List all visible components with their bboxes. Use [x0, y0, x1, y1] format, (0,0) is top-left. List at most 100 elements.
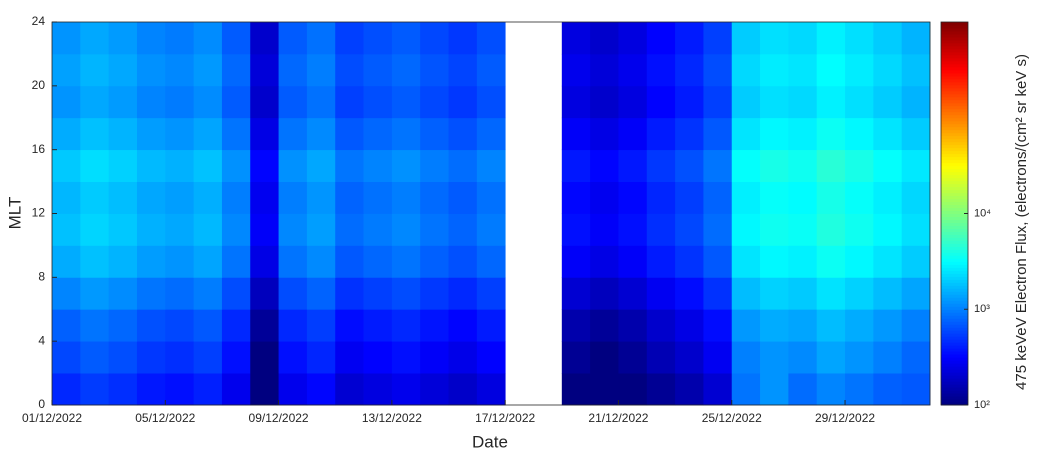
heat-cell [136, 277, 166, 310]
heat-cell [448, 22, 478, 55]
heat-cell [363, 373, 393, 406]
heat-cell [788, 149, 818, 182]
colorbar-swatch [941, 324, 968, 328]
heat-cell [165, 373, 195, 406]
colorbar-swatch [941, 285, 968, 289]
y-tick-label: 8 [38, 270, 45, 284]
heat-cell [731, 309, 761, 342]
heat-cell [646, 117, 676, 151]
heat-cell [618, 22, 648, 55]
heat-cell [335, 277, 364, 310]
heat-cell [788, 85, 818, 119]
heat-cell [845, 149, 874, 182]
heat-cell [590, 85, 619, 119]
heat-cell [136, 309, 166, 342]
heat-cell [193, 22, 223, 55]
colorbar-swatch [941, 345, 968, 349]
heat-cell [193, 341, 223, 374]
heat-cell [731, 53, 761, 87]
heat-cell [165, 277, 195, 310]
colorbar-swatch [941, 375, 968, 379]
heat-cell [278, 341, 308, 374]
heat-cell [80, 245, 110, 278]
heat-cell [278, 213, 308, 246]
heat-cell [221, 245, 251, 278]
heat-cell [760, 245, 789, 278]
colorbar-swatch [941, 333, 968, 337]
heat-cell [250, 341, 279, 374]
heat-cell [646, 22, 676, 55]
heat-cell [845, 309, 874, 342]
heat-cell [108, 309, 138, 342]
heat-cell [80, 85, 110, 119]
heat-cell [731, 277, 761, 310]
heat-cell [703, 85, 733, 119]
colorbar-swatch [941, 36, 968, 41]
heat-cell [165, 245, 195, 278]
colorbar-swatch [941, 318, 968, 322]
heat-cell [278, 309, 308, 342]
heat-cell [193, 53, 223, 87]
heat-cell [420, 149, 449, 182]
heat-cell [420, 85, 449, 119]
heat-cell [476, 309, 506, 342]
colorbar-swatch [941, 396, 968, 400]
heat-cell [250, 245, 279, 278]
heat-cell [391, 277, 421, 310]
heat-cell [618, 309, 648, 342]
colorbar-swatch [941, 135, 968, 140]
y-tick-label: 16 [32, 142, 46, 156]
heat-cell [448, 181, 478, 214]
heat-cell [391, 53, 421, 87]
heat-cell [703, 213, 733, 246]
colorbar-swatch [941, 300, 968, 304]
heat-cell [391, 149, 421, 182]
heat-cell [52, 53, 81, 87]
colorbar-swatch [941, 69, 968, 74]
heat-cell [306, 149, 336, 182]
heat-cell [193, 117, 223, 151]
heat-cell [80, 117, 110, 151]
heat-cell [363, 245, 393, 278]
colorbar-swatch [941, 252, 968, 256]
colorbar-swatch [941, 150, 968, 155]
heat-cell [80, 277, 110, 310]
heat-cell [193, 149, 223, 182]
colorbar-swatch [941, 246, 968, 250]
heat-cell [901, 341, 931, 374]
heat-cell [731, 117, 761, 151]
heat-cell [306, 341, 336, 374]
colorbar-swatch [941, 270, 968, 274]
heat-cell [703, 341, 733, 374]
heat-cell [590, 181, 619, 214]
heat-cell [873, 373, 903, 406]
heat-cell [278, 149, 308, 182]
heat-cell [703, 22, 733, 55]
colorbar-swatch [941, 216, 968, 220]
colorbar-swatch [941, 165, 968, 170]
heat-cell [476, 53, 506, 87]
heat-cell [448, 213, 478, 246]
x-axis-label: Date [472, 432, 508, 450]
colorbar-swatch [941, 183, 968, 188]
heat-cell [845, 181, 874, 214]
colorbar-swatch [941, 267, 968, 271]
heat-cell [306, 277, 336, 310]
heat-cell [108, 85, 138, 119]
heat-cell [420, 22, 449, 55]
heat-cell [448, 53, 478, 87]
colorbar-swatch [941, 93, 968, 98]
heat-cell [476, 245, 506, 278]
heat-cell [561, 373, 591, 406]
colorbar-swatch [941, 168, 968, 173]
x-tick-label: 09/12/2022 [249, 411, 309, 425]
heat-cell [675, 213, 704, 246]
heat-cell [108, 117, 138, 151]
heat-cell [873, 85, 903, 119]
colorbar-swatch [941, 213, 968, 217]
heat-cell [845, 53, 874, 87]
colorbar-swatch [941, 192, 968, 197]
heat-cell [250, 53, 279, 87]
heat-cell [165, 309, 195, 342]
heat-cell [136, 149, 166, 182]
